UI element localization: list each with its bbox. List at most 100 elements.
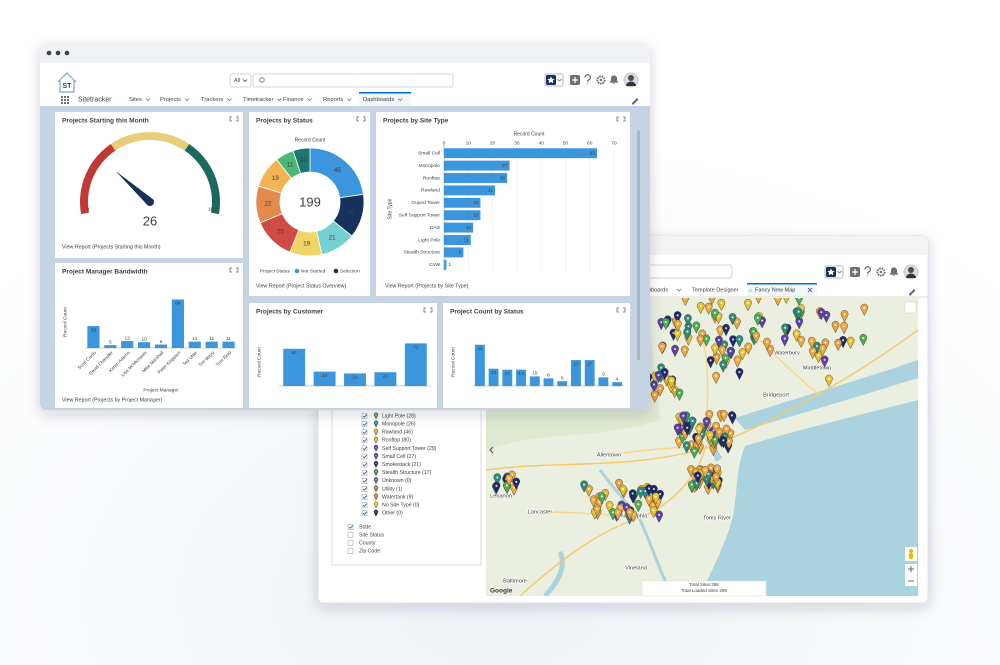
nav-tab[interactable]: Dashboards bbox=[363, 97, 394, 103]
report-link[interactable]: View Report (Project Status Overview) bbox=[256, 283, 347, 289]
map-pin-dot bbox=[375, 454, 377, 456]
search-input[interactable] bbox=[252, 73, 454, 88]
expand-icon[interactable] bbox=[356, 116, 366, 122]
map-pin-dot bbox=[375, 503, 377, 505]
app-launcher-dot[interactable] bbox=[67, 99, 69, 101]
app-launcher-dot[interactable] bbox=[64, 96, 66, 98]
help-icon[interactable] bbox=[864, 266, 871, 277]
tab-close-icon[interactable] bbox=[807, 287, 813, 293]
search-scope-label[interactable]: All bbox=[234, 78, 240, 84]
expand-icon[interactable] bbox=[616, 307, 626, 313]
app-launcher-dot[interactable] bbox=[64, 99, 66, 101]
layer-label[interactable]: State bbox=[359, 524, 371, 530]
expand-icon[interactable] bbox=[423, 307, 433, 313]
report-link[interactable]: View Report (Projects by Site Type) bbox=[385, 283, 469, 289]
expand-icon[interactable] bbox=[616, 116, 626, 122]
settings-icon[interactable] bbox=[876, 267, 886, 277]
gauge-min-label: 0 bbox=[87, 206, 90, 212]
layer-checkbox[interactable] bbox=[347, 540, 354, 546]
layer-label[interactable]: Zip Code bbox=[359, 548, 380, 554]
bar-value-label: 11 bbox=[192, 336, 197, 342]
nav-tab[interactable]: Timetracker bbox=[243, 97, 273, 103]
map-pin-dot bbox=[496, 476, 499, 479]
settings-icon[interactable] bbox=[596, 75, 606, 85]
map-pin-dot bbox=[660, 366, 663, 369]
tab-label[interactable]: Fancy New Map bbox=[755, 287, 795, 293]
legend-checkbox[interactable] bbox=[361, 453, 368, 460]
map-pin-dot bbox=[659, 492, 662, 496]
app-launcher-dot[interactable] bbox=[61, 102, 63, 104]
app-launcher-dot[interactable] bbox=[61, 96, 63, 98]
segment-label: 19 bbox=[272, 175, 280, 182]
map-pin-dot bbox=[776, 298, 779, 300]
zoom-in-icon[interactable] bbox=[908, 566, 914, 572]
search-scope[interactable] bbox=[229, 73, 252, 88]
tab-label[interactable]: Template Designer bbox=[692, 287, 739, 293]
layer-label[interactable]: Site Status bbox=[359, 532, 384, 538]
report-link[interactable]: View Report (Projects Starting this Mont… bbox=[62, 244, 161, 250]
edit-icon[interactable] bbox=[632, 98, 639, 105]
fullscreen-button[interactable] bbox=[904, 301, 917, 314]
chevron-icon bbox=[184, 98, 190, 102]
layer-checkbox[interactable] bbox=[347, 532, 354, 538]
nav-tab[interactable]: Reports bbox=[323, 97, 343, 103]
map-pin bbox=[626, 507, 634, 521]
gauge-hub bbox=[146, 198, 154, 206]
active-nav-tab[interactable] bbox=[359, 92, 411, 106]
notifications-icon[interactable] bbox=[889, 267, 899, 276]
map-pin-dot bbox=[683, 348, 686, 351]
map-pin-dot bbox=[693, 449, 696, 452]
status-text: Total Sites 298 bbox=[689, 582, 719, 587]
map-pin-dot bbox=[619, 507, 622, 510]
map-pin bbox=[744, 298, 752, 312]
legend-checkbox[interactable] bbox=[361, 429, 368, 435]
map-pin-dot bbox=[863, 306, 866, 310]
legend-label: Rooftop (80) bbox=[382, 438, 411, 444]
legend-checkbox[interactable] bbox=[361, 510, 368, 516]
map-pin bbox=[373, 444, 379, 452]
logo-text: ST bbox=[63, 83, 73, 90]
app-launcher-dot[interactable] bbox=[67, 96, 69, 98]
expand-icon[interactable] bbox=[229, 267, 239, 273]
legend-checkbox[interactable] bbox=[361, 413, 368, 419]
legend-checkbox[interactable] bbox=[361, 445, 368, 452]
layer-check bbox=[348, 525, 354, 529]
map-pin-dot bbox=[652, 487, 655, 491]
legend-checkbox[interactable] bbox=[361, 486, 368, 492]
help-icon[interactable] bbox=[584, 74, 591, 85]
map-pin-dot bbox=[699, 337, 702, 341]
map-pin bbox=[711, 343, 719, 356]
nav-tab[interactable]: Finance bbox=[283, 97, 304, 103]
nav-tab[interactable]: Sites bbox=[129, 97, 142, 103]
edit-icon[interactable] bbox=[909, 289, 916, 296]
legend-checkbox[interactable] bbox=[361, 469, 368, 476]
report-link[interactable]: View Report (Projects by Project Manager… bbox=[62, 397, 163, 403]
legend-checkbox[interactable] bbox=[361, 437, 368, 444]
legend-checkbox[interactable] bbox=[361, 478, 368, 484]
bar bbox=[344, 373, 366, 386]
legend-checkbox[interactable] bbox=[361, 421, 368, 427]
bar-value-label: 15 bbox=[473, 200, 479, 206]
app-launcher-dot[interactable] bbox=[64, 102, 66, 104]
legend-checkbox[interactable] bbox=[361, 461, 368, 468]
legend-check bbox=[362, 503, 368, 507]
layer-label[interactable]: County bbox=[359, 540, 376, 546]
map-pin-dot bbox=[695, 324, 698, 327]
nav-tab[interactable]: Trackers bbox=[201, 97, 223, 103]
expand-icon[interactable] bbox=[229, 116, 239, 122]
layer-checkbox[interactable] bbox=[347, 524, 354, 530]
map-pin bbox=[593, 504, 601, 517]
map-prev-arrow[interactable] bbox=[489, 446, 494, 454]
legend-checkbox[interactable] bbox=[361, 494, 368, 500]
map-pin-dot bbox=[670, 379, 673, 382]
tab-label[interactable]: Dashboards bbox=[638, 287, 668, 293]
notifications-icon[interactable] bbox=[609, 75, 619, 84]
layer-checkbox[interactable] bbox=[347, 548, 354, 554]
app-launcher-dot[interactable] bbox=[67, 102, 69, 104]
app-launcher-dot[interactable] bbox=[61, 99, 63, 101]
chevron-icon bbox=[307, 98, 312, 102]
legend-checkbox[interactable] bbox=[361, 502, 368, 508]
bar-value-label: 10 bbox=[532, 371, 538, 377]
nav-tab[interactable]: Projects bbox=[160, 97, 181, 103]
